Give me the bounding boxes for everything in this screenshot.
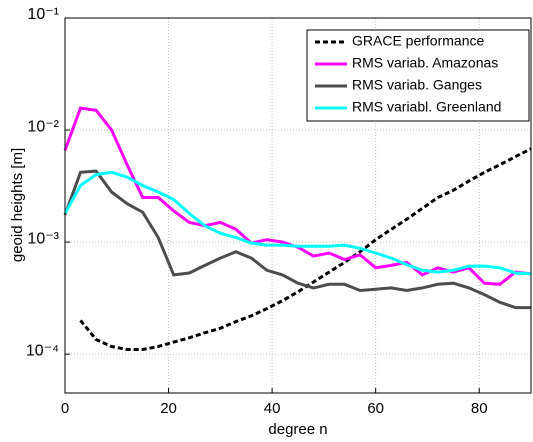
x-tick-label: 20 xyxy=(160,400,177,417)
x-tick-label: 0 xyxy=(61,400,69,417)
legend-label: RMS variabl. Greenland xyxy=(352,99,501,115)
plot-frame xyxy=(64,17,532,394)
series-line xyxy=(63,169,531,310)
series-line xyxy=(63,170,532,276)
x-axis-label: degree n xyxy=(268,421,327,438)
legend-label: RMS variab. Ganges xyxy=(352,77,482,93)
y-tick-label: 10⁻⁴ xyxy=(26,342,59,359)
y-axis-label: geoid heights [m] xyxy=(9,148,26,262)
y-tick-label: 10⁻³ xyxy=(27,230,59,247)
x-tick-label: 40 xyxy=(264,400,281,417)
y-tick-label: 10⁻² xyxy=(27,118,59,135)
x-tick-label: 60 xyxy=(367,400,384,417)
y-tick-label: 10⁻¹ xyxy=(27,6,59,23)
legend-label: RMS variab. Amazonas xyxy=(352,55,498,71)
legend-label: GRACE performance xyxy=(352,33,484,49)
x-tick-label: 80 xyxy=(471,400,488,417)
legend-box xyxy=(306,29,530,122)
